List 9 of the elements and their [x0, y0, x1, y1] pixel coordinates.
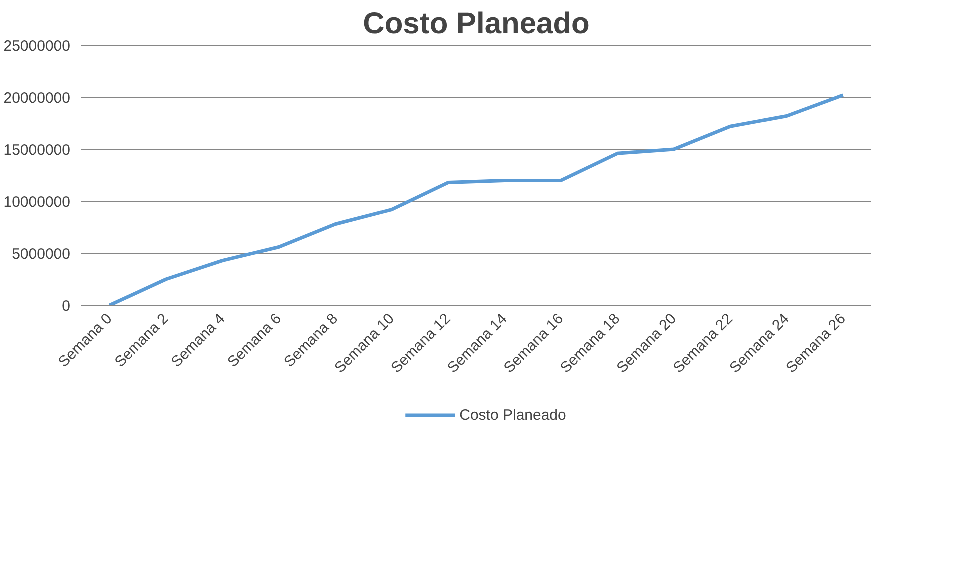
y-tick-label: 15000000 — [4, 142, 71, 159]
chart-title: Costo Planeado — [363, 8, 590, 40]
y-tick-label: 0 — [62, 298, 70, 315]
legend-label: Costo Planeado — [460, 406, 566, 424]
y-tick-label: 5000000 — [12, 246, 71, 263]
y-tick-label: 25000000 — [4, 38, 71, 55]
y-tick-label: 10000000 — [4, 194, 71, 211]
line-series — [108, 94, 846, 306]
y-tick-label: 20000000 — [4, 90, 71, 107]
